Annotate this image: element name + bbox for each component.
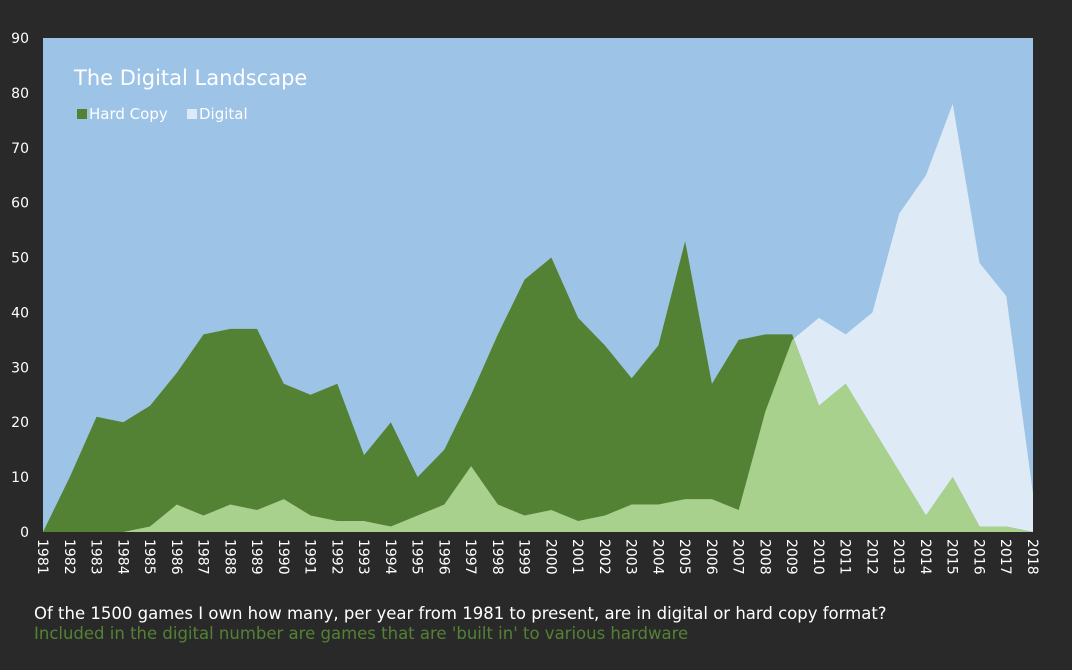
y-tick-label: 60 [11,196,29,212]
x-tick-label: 2006 [703,539,719,575]
y-tick-label: 90 [11,31,29,47]
x-tick-label: 2009 [783,539,799,575]
legend-label-digital: Digital [199,105,248,123]
x-tick-label: 2018 [1024,539,1040,575]
x-tick-label: 1985 [141,539,157,575]
x-tick-label: 1992 [328,539,344,575]
y-tick-label: 10 [11,470,29,486]
legend-label-hard-copy: Hard Copy [89,105,168,123]
legend-swatch-digital [187,109,197,119]
chart-caption: Of the 1500 games I own how many, per ye… [34,604,887,623]
y-tick-label: 20 [11,415,29,431]
x-tick-label: 2007 [730,539,746,575]
y-tick-label: 80 [11,86,29,102]
x-tick-label: 2011 [837,539,853,575]
y-tick-label: 40 [11,305,29,321]
x-tick-label: 2003 [623,539,639,575]
y-tick-label: 70 [11,141,29,157]
x-axis: 1981 1982 1983 1984 1985 1986 1987 1988 1989 1990… [34,539,1040,575]
x-tick-label: 2000 [542,539,558,575]
y-tick-label: 50 [11,251,29,267]
x-tick-label: 2012 [863,539,879,575]
x-tick-label: 2008 [756,539,772,575]
x-tick-label: 2013 [890,539,906,575]
x-tick-label: 1993 [355,539,371,575]
x-tick-label: 1991 [302,539,318,575]
x-tick-label: 2016 [970,539,986,575]
y-tick-label: 30 [11,360,29,376]
x-tick-label: 2014 [917,539,933,575]
series-layer [43,103,1033,533]
x-tick-label: 1998 [489,539,505,575]
x-tick-label: 1984 [114,539,130,575]
y-axis: 0 10 20 30 40 50 60 70 80 90 [11,31,29,541]
x-tick-label: 2004 [649,539,665,575]
x-tick-label: 2005 [676,539,692,575]
x-tick-label: 1982 [61,539,77,575]
x-tick-label: 1997 [462,539,478,575]
x-tick-label: 1981 [34,539,50,575]
x-tick-label: 2001 [569,539,585,575]
legend-swatch-hard-copy [77,109,87,119]
chart-title: The Digital Landscape [73,66,307,90]
x-tick-label: 2017 [997,539,1013,575]
x-tick-label: 1983 [88,539,104,575]
y-tick-label: 0 [20,525,29,541]
x-tick-label: 1987 [195,539,211,575]
x-tick-label: 2002 [596,539,612,575]
x-tick-label: 2015 [944,539,960,575]
x-tick-label: 1986 [168,539,184,575]
x-tick-label: 2010 [810,539,826,575]
area-chart: 0 10 20 30 40 50 60 70 80 90 1981 1982 1983 1984 1985… [11,31,1040,575]
x-tick-label: 1995 [409,539,425,575]
x-tick-label: 1990 [275,539,291,575]
x-tick-label: 1999 [516,539,532,575]
x-tick-label: 1996 [435,539,451,575]
chart-subcaption: Included in the digital number are games… [34,624,689,643]
x-tick-label: 1989 [248,539,264,575]
x-tick-label: 1994 [382,539,398,575]
x-tick-label: 1988 [221,539,237,575]
legend: Hard Copy Digital [77,105,248,123]
